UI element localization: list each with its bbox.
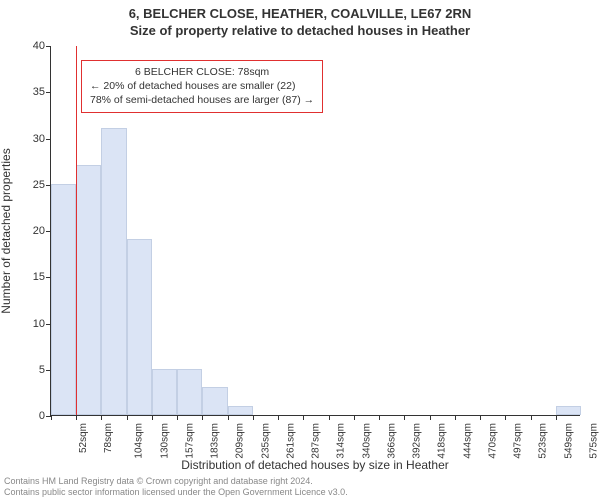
histogram-bar (228, 406, 253, 415)
x-tick-mark (303, 415, 304, 420)
y-tick-label: 25 (21, 179, 45, 191)
y-tick-mark (46, 139, 51, 140)
info-box-line3: 78% of semi-detached houses are larger (… (90, 93, 314, 107)
x-tick-mark (354, 415, 355, 420)
x-tick-mark (278, 415, 279, 420)
info-box-line2: ← 20% of detached houses are smaller (22… (90, 79, 314, 93)
chart-area: Number of detached properties 6 BELCHER … (50, 46, 580, 416)
y-tick-mark (46, 92, 51, 93)
x-tick-label: 52sqm (78, 423, 89, 453)
y-tick-mark (46, 46, 51, 47)
histogram-bar (177, 369, 202, 415)
x-tick-mark (455, 415, 456, 420)
x-tick-label: 157sqm (185, 423, 196, 459)
x-tick-label: 104sqm (134, 423, 145, 459)
y-tick-label: 35 (21, 86, 45, 98)
histogram-bar (101, 128, 126, 415)
x-tick-label: 78sqm (103, 423, 114, 453)
x-tick-mark (556, 415, 557, 420)
footer-line2: Contains public sector information licen… (4, 487, 348, 498)
x-tick-mark (101, 415, 102, 420)
footer-attribution: Contains HM Land Registry data © Crown c… (4, 476, 348, 499)
x-tick-label: 523sqm (538, 423, 549, 459)
x-tick-label: 392sqm (412, 423, 423, 459)
histogram-bar (202, 387, 227, 415)
x-tick-label: 549sqm (563, 423, 574, 459)
footer-line1: Contains HM Land Registry data © Crown c… (4, 476, 348, 487)
histogram-bar (51, 184, 76, 415)
x-tick-mark (228, 415, 229, 420)
reference-info-box: 6 BELCHER CLOSE: 78sqm ← 20% of detached… (81, 60, 323, 113)
reference-line (76, 46, 77, 415)
x-tick-mark (430, 415, 431, 420)
histogram-bar (76, 165, 101, 415)
y-tick-label: 15 (21, 271, 45, 283)
histogram-bar (556, 406, 581, 415)
histogram-bar (152, 369, 177, 415)
plot-region: 6 BELCHER CLOSE: 78sqm ← 20% of detached… (50, 46, 580, 416)
x-tick-mark (76, 415, 77, 420)
x-axis-label: Distribution of detached houses by size … (181, 458, 449, 472)
y-tick-label: 5 (21, 364, 45, 376)
y-tick-label: 0 (21, 410, 45, 422)
x-tick-label: 183sqm (210, 423, 221, 459)
x-tick-label: 209sqm (235, 423, 246, 459)
x-tick-label: 575sqm (588, 423, 599, 459)
x-tick-mark (51, 415, 52, 420)
x-tick-label: 366sqm (386, 423, 397, 459)
histogram-bar (127, 239, 152, 415)
x-tick-label: 340sqm (361, 423, 372, 459)
info-box-line1: 6 BELCHER CLOSE: 78sqm (90, 65, 314, 79)
chart-title-line1: 6, BELCHER CLOSE, HEATHER, COALVILLE, LE… (0, 0, 600, 21)
x-tick-label: 287sqm (311, 423, 322, 459)
x-tick-mark (329, 415, 330, 420)
y-tick-label: 30 (21, 133, 45, 145)
x-tick-label: 470sqm (487, 423, 498, 459)
chart-title-line2: Size of property relative to detached ho… (0, 21, 600, 42)
y-tick-label: 20 (21, 225, 45, 237)
y-axis-label: Number of detached properties (0, 148, 13, 313)
x-tick-label: 261sqm (285, 423, 296, 459)
y-tick-label: 10 (21, 318, 45, 330)
x-tick-label: 235sqm (260, 423, 271, 459)
x-tick-mark (531, 415, 532, 420)
x-tick-label: 418sqm (437, 423, 448, 459)
x-tick-label: 444sqm (462, 423, 473, 459)
x-tick-label: 314sqm (336, 423, 347, 459)
x-tick-mark (253, 415, 254, 420)
x-tick-mark (505, 415, 506, 420)
x-tick-mark (202, 415, 203, 420)
x-tick-mark (127, 415, 128, 420)
x-tick-mark (379, 415, 380, 420)
x-tick-mark (177, 415, 178, 420)
x-tick-label: 130sqm (159, 423, 170, 459)
y-tick-label: 40 (21, 40, 45, 52)
x-tick-mark (404, 415, 405, 420)
x-tick-mark (152, 415, 153, 420)
x-tick-mark (480, 415, 481, 420)
x-tick-label: 497sqm (513, 423, 524, 459)
